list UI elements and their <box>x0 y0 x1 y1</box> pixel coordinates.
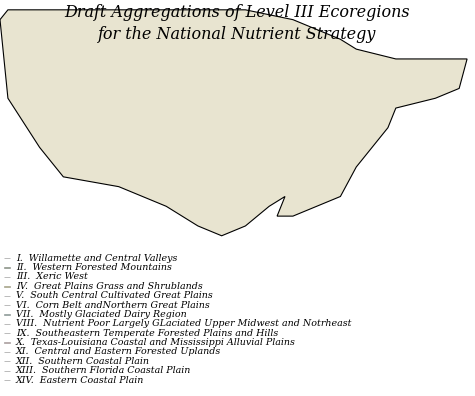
Text: VII.  Mostly Glaciated Dairy Region: VII. Mostly Glaciated Dairy Region <box>16 310 186 319</box>
Text: III.  Xeric West: III. Xeric West <box>16 272 87 282</box>
Text: XIII.  Southern Florida Coastal Plain: XIII. Southern Florida Coastal Plain <box>16 366 191 375</box>
Text: VI.  Corn Belt andNorthern Great Plains: VI. Corn Belt andNorthern Great Plains <box>16 301 209 310</box>
Text: XIV.  Eastern Coastal Plain: XIV. Eastern Coastal Plain <box>16 375 144 385</box>
Text: IV.  Great Plains Grass and Shrublands: IV. Great Plains Grass and Shrublands <box>16 282 202 291</box>
Text: XII.  Southern Coastal Plain: XII. Southern Coastal Plain <box>16 357 150 366</box>
Text: X.  Texas-Louisiana Coastal and Mississippi Alluvial Plains: X. Texas-Louisiana Coastal and Mississip… <box>16 338 295 347</box>
Text: I.  Willamette and Central Valleys: I. Willamette and Central Valleys <box>16 254 177 263</box>
Text: VIII.  Nutrient Poor Largely GLaciated Upper Midwest and Notrheast: VIII. Nutrient Poor Largely GLaciated Up… <box>16 319 351 328</box>
Text: IX.  Southeastern Temperate Forested Plains and Hills: IX. Southeastern Temperate Forested Plai… <box>16 329 278 338</box>
Text: XI.  Central and Eastern Forested Uplands: XI. Central and Eastern Forested Uplands <box>16 347 221 356</box>
Text: Draft Aggregations of Level III Ecoregions
for the National Nutrient Strategy: Draft Aggregations of Level III Ecoregio… <box>65 4 410 43</box>
Polygon shape <box>0 10 467 236</box>
Text: V.  South Central Cultivated Great Plains: V. South Central Cultivated Great Plains <box>16 291 212 300</box>
Text: II.  Western Forested Mountains: II. Western Forested Mountains <box>16 263 171 272</box>
